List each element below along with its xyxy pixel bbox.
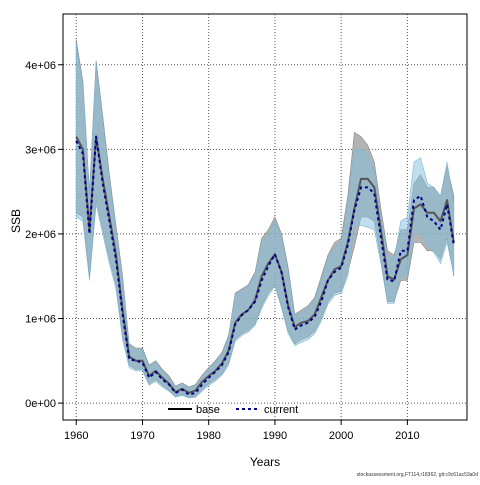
y-tick-label: 3e+06 — [25, 144, 56, 156]
x-tick-label: 1960 — [64, 430, 88, 442]
confidence-bands — [75, 39, 455, 399]
current-confidence-band — [75, 43, 455, 399]
legend: base current — [168, 404, 298, 416]
y-axis-ticks: 0e+00 1e+06 2e+06 3e+06 4e+06 — [25, 60, 63, 410]
y-tick-label: 4e+06 — [25, 60, 56, 72]
x-tick-label: 1990 — [263, 430, 287, 442]
y-tick-label: 0e+00 — [25, 398, 56, 410]
legend-label-current: current — [264, 404, 298, 416]
x-axis-label: Years — [250, 455, 280, 469]
legend-label-base: base — [196, 404, 220, 416]
y-tick-label: 2e+06 — [25, 229, 56, 241]
grid-layer — [63, 14, 467, 420]
current-series-line — [75, 135, 455, 396]
x-tick-label: 2000 — [329, 430, 353, 442]
y-axis-label: SSB — [9, 209, 23, 233]
base-confidence-band — [75, 39, 455, 398]
x-tick-label: 1970 — [130, 430, 154, 442]
x-axis-ticks: 1960 1970 1980 1990 2000 2010 — [64, 420, 420, 442]
x-tick-label: 1980 — [196, 430, 220, 442]
y-tick-label: 1e+06 — [25, 314, 56, 326]
series-lines — [75, 135, 455, 396]
footnote-text: stockassessment.org,FT114,r18362, git:c9… — [357, 472, 479, 478]
x-tick-label: 2010 — [395, 430, 419, 442]
plot-frame — [62, 13, 468, 421]
